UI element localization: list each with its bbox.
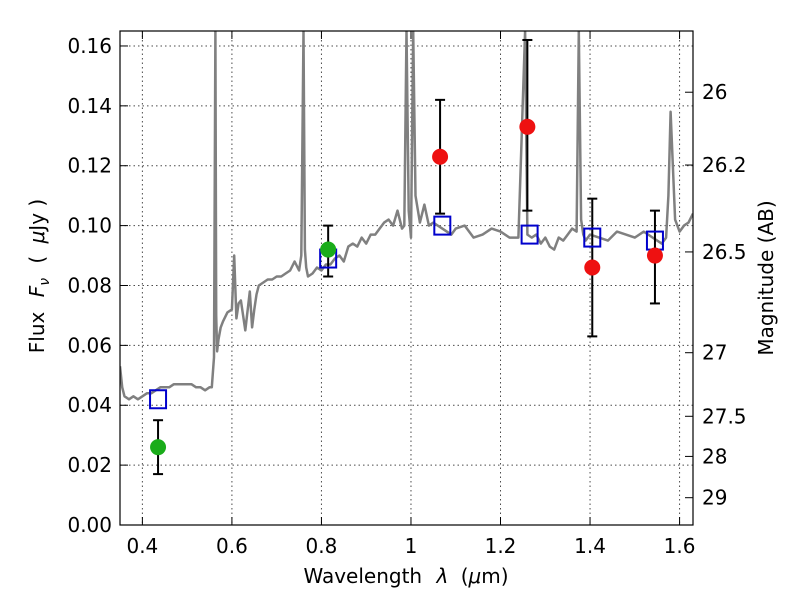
y2-tick-label: 26.5 [702,240,747,264]
x-tick-label: 1 [405,534,418,558]
axis-ticks: 0.4 0.6 0.8 1 1.2 1.4 1.6 0.00 0.02 0.04 0.06 0.08 0… [67,31,747,558]
x-axis-label-symbol: λ [435,564,448,588]
y-tick-label: 0.00 [67,513,112,537]
y2-tick-label: 27 [702,341,727,365]
y-tick-label: 0.10 [67,214,112,238]
x-tick-label: 0.6 [216,534,248,558]
y-axis-label-unit-rest: Jy ) [25,199,49,233]
model-point [149,389,168,410]
infrared-data-point [519,118,536,135]
spectrum-line [120,31,693,401]
y2-tick-label: 27.5 [702,404,747,428]
optical-data-point [150,439,167,456]
y2-tick-label: 26 [702,80,727,104]
x-tick-label: 1.2 [485,534,517,558]
y2-tick-label: 29 [702,486,727,510]
y-axis-label-unit-mu: μ [25,231,49,245]
y-tick-label: 0.04 [67,393,112,417]
infrared-data-point [432,148,449,165]
optical-data-point [320,241,337,258]
model-point [583,227,602,248]
y-tick-label: 0.12 [67,154,112,178]
x-axis-label-text: Wavelength [303,564,422,588]
x-axis-label-unit-open: ( [461,564,469,588]
x-tick-label: 0.8 [306,534,338,558]
y2-tick-label: 28 [702,444,727,468]
y-axis-label-subscript: ν [37,278,53,286]
y-axis-label: Flux Fν ( μJy ) [25,199,54,353]
y-tick-label: 0.06 [67,333,112,357]
y-axis-label-flux: Flux [25,311,49,353]
plot-frame [119,30,694,526]
infrared-data-point [646,247,663,264]
x-tick-label: 1.6 [664,534,696,558]
x-axis-label: Wavelength λ (μm) [303,564,508,588]
model-point [520,224,539,245]
x-axis-label-unit-mu: μ [468,564,482,588]
y-tick-label: 0.08 [67,273,112,297]
x-tick-label: 1.4 [574,534,606,558]
plot-area [120,31,693,476]
x-axis-label-unit-rest: m) [481,564,508,588]
y-tick-label: 0.14 [67,94,112,118]
y2-axis-label: Magnitude (AB) [754,200,778,355]
x-tick-label: 0.4 [126,534,158,558]
infrared-data-point [584,259,601,276]
y2-tick-label: 26.2 [702,153,747,177]
y-tick-label: 0.16 [67,34,112,58]
y-axis-label-symbol: F [25,285,49,297]
y-axis-label-unit-open: ( [25,256,49,264]
model-point [433,215,452,236]
y-tick-label: 0.02 [67,453,112,477]
